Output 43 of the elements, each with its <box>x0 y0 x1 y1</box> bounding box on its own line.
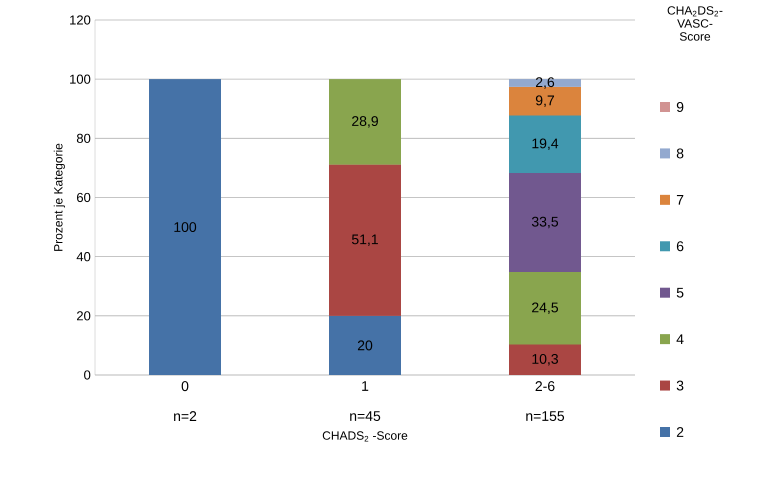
y-tick-label: 20 <box>77 311 90 320</box>
bar <box>509 116 581 173</box>
legend-label: 5 <box>676 288 684 298</box>
x-axis-title: CHADS$_{2}$ -Score <box>322 431 408 442</box>
text: n=155 <box>526 411 564 421</box>
data-label: 24,5 <box>532 302 558 314</box>
y-tick-label: 60 <box>77 192 90 202</box>
legend-label: 2 <box>676 427 684 437</box>
x-tick-label: 1 <box>362 381 368 391</box>
data-label: 10,3 <box>532 354 558 366</box>
data-label: 2,6 <box>536 77 554 89</box>
y-axis-title: Prozent je Kategorie <box>54 144 65 251</box>
x-tick-label: 2-6 <box>536 381 554 392</box>
data-label: 28,9 <box>352 116 378 128</box>
data-label: 33,5 <box>532 216 558 228</box>
bar <box>329 316 401 375</box>
x-tick-label: 0 <box>182 381 188 392</box>
bar <box>329 164 401 316</box>
bar <box>509 272 581 345</box>
y-tick-label: 0 <box>84 370 90 380</box>
data-label: 51,1 <box>352 234 378 246</box>
data-label: 20 <box>358 340 372 350</box>
data-label: 100 <box>174 222 196 232</box>
legend-label: 3 <box>676 380 684 391</box>
y-tick-label: 80 <box>76 134 90 143</box>
bar <box>509 344 581 375</box>
legend-label: 4 <box>676 334 684 344</box>
text: n=45 <box>350 411 380 421</box>
legend-label: 7 <box>676 195 684 205</box>
bar <box>149 79 222 375</box>
legend-label: 8 <box>676 148 684 158</box>
data-label: 9,7 <box>536 95 554 107</box>
y-tick-label: 100 <box>70 74 90 84</box>
legend-label: 6 <box>676 241 684 252</box>
y-tick-label: 40 <box>76 252 90 262</box>
bar <box>509 79 581 87</box>
data-label: 19,4 <box>532 138 558 150</box>
bar <box>329 79 401 165</box>
text: n=2 <box>174 411 196 421</box>
legend-title: CHA$_{2}$DS$_{2}$-VASC-Score <box>668 6 722 41</box>
legend-label: 9 <box>676 102 684 112</box>
y-tick-label: 120 <box>70 15 90 25</box>
bar <box>509 172 581 272</box>
